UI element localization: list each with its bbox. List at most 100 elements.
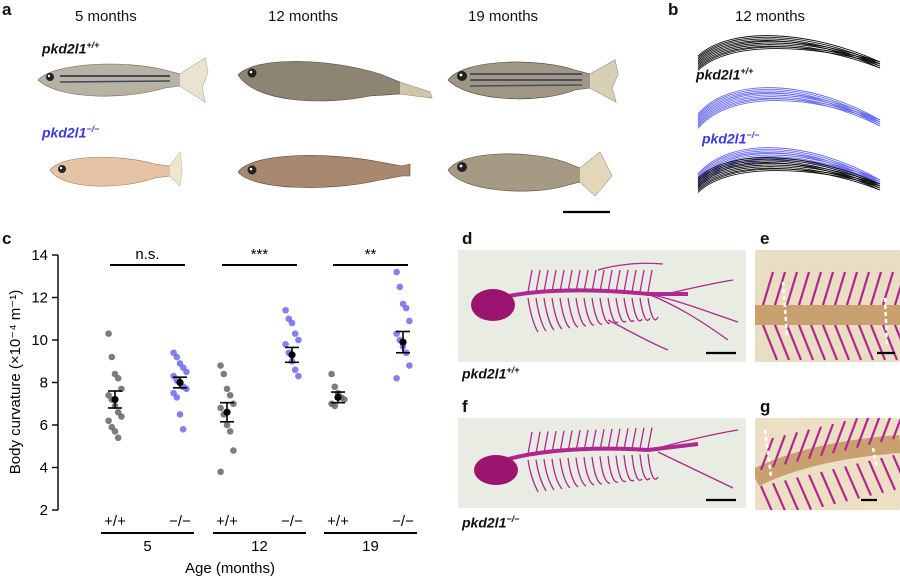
rib [527,459,539,493]
haemal-spine [857,324,875,361]
data-point [173,353,181,361]
neural-spine [819,423,835,457]
haemal-spine [891,454,900,474]
body-trace [697,167,881,191]
neural-spine [797,271,811,306]
panel-a-letter: a [2,0,12,19]
haemal-spine [893,324,900,341]
x-axis-label: Age (months) [185,560,275,577]
body-trace [697,40,881,63]
panel-d-letter: d [462,229,473,248]
neural-spine [615,428,621,450]
rib [615,455,627,483]
neural-spine [559,269,565,293]
data-point [331,383,339,391]
x-age-label: 19 [362,538,379,555]
rib [591,456,603,485]
haemal-spine [797,324,815,361]
fish-wt-12mo [237,61,433,102]
x-genotype-label: −/− [169,513,191,530]
significance-label: n.s. [135,246,159,263]
data-point [183,368,190,376]
neural-spine [535,431,541,454]
panel-g-letter: g [760,397,771,416]
y-tick-label: 4 [40,460,48,477]
data-point [217,362,224,369]
age-19-months: 19 months [468,8,539,25]
neural-spine [639,269,645,293]
data-point [176,411,184,418]
body-trace [697,45,881,69]
neural-spine [567,430,573,453]
x-genotype-label: −/− [281,513,303,530]
neural-spine [591,429,597,451]
panel-b-letter: b [668,0,679,19]
haemal-spine [783,479,800,510]
x-genotype-label: +/+ [216,513,238,530]
data-point [331,402,339,410]
panel-b-wt-label: pkd2l1+/+ [696,66,754,83]
haemal-spine [759,485,773,510]
haemal-spine [795,477,813,510]
data-point [291,366,299,374]
neural-spine [647,269,653,293]
data-point [114,434,122,442]
data-point [183,385,190,393]
data-point [105,417,112,425]
rib [575,457,587,487]
rib [543,459,555,491]
x-genotype-label: +/+ [327,513,349,530]
neural-spine [607,269,613,293]
data-point [295,372,302,380]
y-tick-label: 8 [40,375,48,392]
body-trace [697,97,881,127]
body-trace [697,87,881,121]
data-point [223,421,231,429]
data-point [295,336,302,344]
vertebra-mut-closeup [755,418,900,510]
haemal-spine [831,468,849,502]
panel-d-wt-label: pkd2l1+/+ [462,365,520,382]
rib [599,297,611,325]
rib [527,297,539,333]
neural-spine [845,271,859,306]
body-trace [697,98,881,128]
body-trace [697,157,881,185]
panel-a-mut-label: pkd2l1−/− [42,124,100,141]
neural-spine [575,269,581,293]
neural-spine [527,431,533,455]
data-point [111,428,119,435]
mean-point [399,338,407,346]
rib [543,297,555,331]
data-point [393,268,400,276]
rib [559,297,571,329]
data-point [105,330,112,337]
haemal-spine [821,324,839,361]
data-point [230,447,237,454]
rib [551,297,563,330]
rib [583,297,595,326]
data-point [173,394,181,401]
body-trace [697,46,881,70]
rib [631,297,643,322]
data-point [118,413,125,420]
haemal-spine [807,474,825,508]
rib [535,297,547,332]
x-age-label: 5 [143,538,151,555]
data-point [282,340,289,348]
neural-spine [551,269,557,293]
body-trace [697,147,881,181]
neural-spine [831,420,847,454]
data-point [217,468,224,476]
neural-spine [599,429,605,451]
data-point [223,385,231,393]
haemal-spine [771,482,786,510]
rib [583,457,595,486]
body-trace [697,35,881,63]
body-trace [697,92,881,121]
neural-spine [623,428,629,450]
panel-f-letter: f [462,397,468,416]
skeleton-wt-image [458,250,746,362]
panel-c-letter: c [2,229,12,248]
neural-spine [857,271,871,306]
